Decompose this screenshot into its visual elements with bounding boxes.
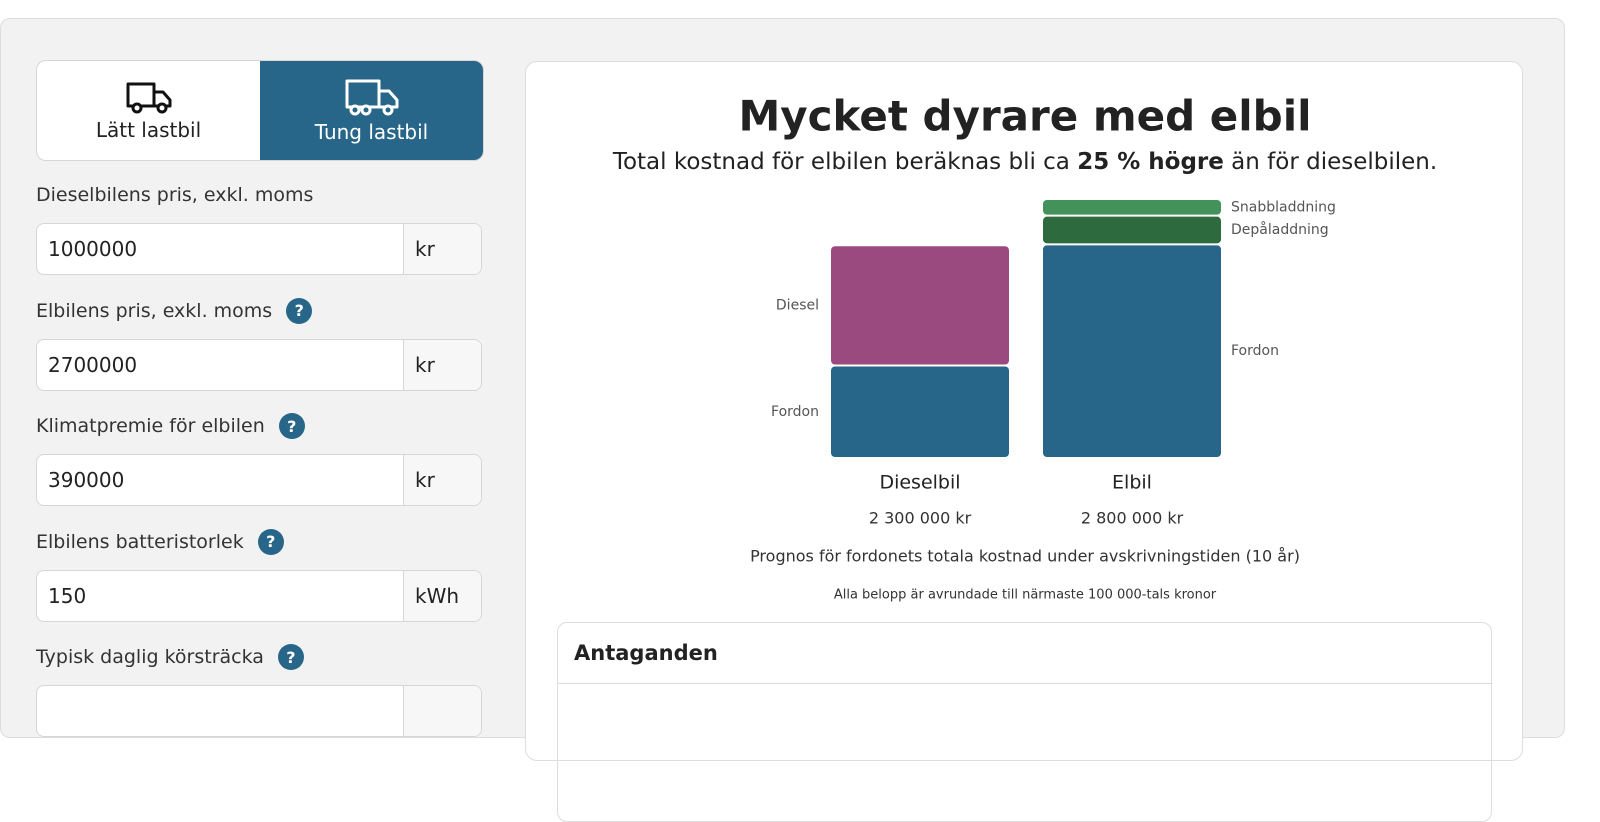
truck-icon: [345, 79, 398, 115]
bar-segment: [1043, 245, 1221, 457]
tab[interactable]: Lätt lastbil: [37, 61, 260, 160]
input[interactable]: 390000 kr: [36, 454, 482, 506]
subtitle-part: Total kostnad för elbilen beräknas bli c…: [612, 149, 1077, 175]
bar-segment: [831, 366, 1009, 457]
input[interactable]: 1000000 kr: [36, 223, 482, 275]
chart-caption: Prognos för fordonets totala kostnad und…: [750, 547, 1300, 566]
help-icon[interactable]: ?: [278, 413, 305, 439]
field-label-text: Dieselbilens pris, exkl. moms: [36, 184, 314, 206]
field-label: Dieselbilens pris, exkl. moms: [36, 181, 313, 209]
field-label: Elbilens batteristorlek?: [36, 528, 284, 556]
help-icon[interactable]: ?: [257, 528, 284, 555]
page: Lätt lastbil Tung lastbil Dieselbilens p…: [0, 18, 1565, 822]
input-value: 1000000: [48, 237, 138, 261]
bar-segment: [831, 246, 1009, 365]
input[interactable]: [36, 685, 482, 737]
input-unit: kWh: [403, 570, 481, 621]
bar-segment: [1043, 216, 1221, 244]
field-label: Klimatpremie för elbilen?: [36, 412, 305, 440]
field-label: Elbilens pris, exkl. moms?: [36, 297, 313, 325]
assumptions-title[interactable]: Antaganden: [558, 623, 1491, 684]
input[interactable]: 150 kWh: [36, 569, 482, 622]
category-label: Dieselbil: [879, 472, 960, 494]
chart-subtitle: Total kostnad för elbilen beräknas bli c…: [612, 149, 1437, 175]
truck-icon: [126, 82, 171, 113]
help-icon[interactable]: ?: [286, 297, 313, 324]
bar-segment: [1043, 200, 1221, 215]
field-label-text: Typisk daglig körsträcka: [36, 646, 264, 668]
field-label-text: Elbilens batteristorlek: [36, 530, 244, 553]
subtitle-part: än för dieselbilen.: [1224, 149, 1437, 175]
segment-label: Fordon: [771, 404, 819, 420]
result-card: Mycket dyrare med elbil Total kostnad fö…: [525, 61, 1523, 822]
total-label: 2 300 000 kr: [869, 509, 972, 528]
input-unit: kr: [403, 455, 481, 505]
field-label: Typisk daglig körsträcka?: [36, 643, 304, 671]
segment-label: Diesel: [776, 297, 819, 313]
field-label-text: Klimatpremie för elbilen: [36, 415, 265, 437]
input-unit: [403, 686, 481, 736]
input[interactable]: 2700000 kr: [36, 338, 482, 391]
chart-note: Alla belopp är avrundade till närmaste 1…: [834, 588, 1217, 603]
vehicle-tabs: Lätt lastbil Tung lastbil: [36, 60, 484, 161]
total-label: 2 800 000 kr: [1081, 509, 1184, 528]
tab-label: Tung lastbil: [314, 119, 429, 144]
input-value: 2700000: [48, 352, 138, 377]
segment-label: Snabbladdning: [1231, 199, 1336, 215]
field-label-text: Elbilens pris, exkl. moms: [36, 299, 273, 322]
tab-label: Lätt lastbil: [95, 117, 202, 142]
segment-label: Fordon: [1231, 343, 1279, 359]
input-value: [37, 686, 403, 736]
subtitle-emphasis: 25 % högre: [1077, 149, 1224, 175]
help-icon[interactable]: ?: [277, 644, 304, 670]
assumptions: Antaganden: [557, 622, 1492, 822]
input-unit: kr: [403, 224, 481, 274]
segment-label: Depåladdning: [1231, 221, 1329, 238]
category-label: Elbil: [1112, 472, 1152, 494]
input-value: 390000: [48, 468, 125, 492]
input-unit: kr: [403, 339, 481, 390]
tab[interactable]: Tung lastbil: [260, 61, 483, 160]
chart: Mycket dyrare med elbil Total kostnad fö…: [612, 92, 1437, 603]
chart-title: Mycket dyrare med elbil: [738, 92, 1311, 141]
input-value: 150: [48, 583, 87, 608]
